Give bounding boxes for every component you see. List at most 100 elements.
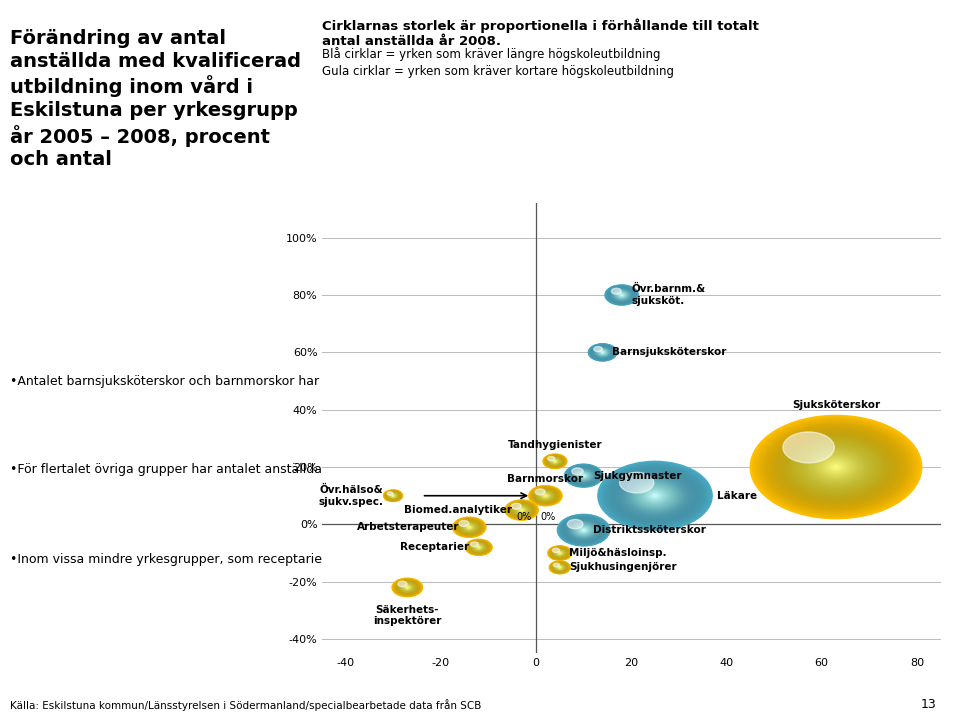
Circle shape	[591, 346, 614, 359]
Circle shape	[826, 460, 847, 473]
Circle shape	[555, 564, 565, 571]
Circle shape	[469, 542, 488, 552]
Circle shape	[538, 492, 553, 500]
Text: Arbetsterapeuter: Arbetsterapeuter	[357, 522, 460, 532]
Circle shape	[831, 465, 840, 470]
Circle shape	[765, 425, 907, 510]
Circle shape	[575, 470, 592, 481]
Circle shape	[397, 582, 418, 594]
Circle shape	[458, 521, 481, 534]
Circle shape	[602, 464, 708, 528]
Circle shape	[577, 472, 589, 479]
Circle shape	[466, 525, 473, 529]
Circle shape	[615, 292, 628, 298]
Circle shape	[540, 493, 550, 499]
Circle shape	[459, 521, 480, 534]
Circle shape	[549, 458, 561, 465]
Circle shape	[398, 582, 417, 593]
Circle shape	[459, 521, 479, 534]
Circle shape	[625, 478, 685, 514]
Circle shape	[391, 494, 396, 497]
Circle shape	[565, 519, 602, 541]
Circle shape	[518, 508, 525, 512]
Circle shape	[755, 418, 918, 516]
Circle shape	[508, 502, 536, 518]
Circle shape	[810, 452, 862, 483]
Circle shape	[581, 529, 587, 531]
Circle shape	[462, 523, 476, 531]
Circle shape	[549, 547, 570, 560]
Circle shape	[557, 552, 563, 555]
Circle shape	[607, 286, 637, 304]
Circle shape	[613, 470, 696, 521]
Circle shape	[590, 345, 615, 360]
Circle shape	[543, 494, 547, 497]
Circle shape	[817, 455, 855, 478]
Circle shape	[387, 492, 399, 499]
Circle shape	[576, 526, 590, 534]
Circle shape	[572, 468, 583, 475]
Circle shape	[471, 543, 486, 552]
Circle shape	[468, 541, 489, 553]
Circle shape	[385, 491, 400, 500]
Circle shape	[567, 465, 600, 486]
Circle shape	[574, 470, 593, 481]
Circle shape	[558, 552, 562, 554]
Circle shape	[452, 517, 486, 537]
Circle shape	[552, 563, 568, 572]
Circle shape	[393, 579, 421, 596]
Circle shape	[539, 492, 553, 500]
Circle shape	[610, 468, 701, 523]
Circle shape	[593, 347, 612, 358]
Circle shape	[470, 542, 478, 547]
Circle shape	[511, 504, 533, 517]
Circle shape	[397, 582, 417, 593]
Circle shape	[562, 517, 606, 544]
Circle shape	[594, 348, 611, 357]
Text: Barnsjuksköterskor: Barnsjuksköterskor	[612, 347, 727, 357]
Circle shape	[556, 565, 564, 570]
Circle shape	[583, 475, 585, 476]
Circle shape	[454, 518, 484, 537]
Circle shape	[600, 351, 606, 354]
Circle shape	[394, 579, 420, 595]
Circle shape	[608, 468, 702, 524]
Circle shape	[567, 466, 600, 486]
Circle shape	[558, 566, 563, 568]
Circle shape	[517, 507, 526, 513]
Circle shape	[789, 439, 883, 495]
Circle shape	[646, 491, 663, 501]
Circle shape	[576, 471, 590, 480]
Circle shape	[608, 287, 636, 303]
Circle shape	[645, 490, 665, 502]
Circle shape	[566, 465, 601, 486]
Circle shape	[509, 502, 534, 518]
Text: Övr.barnm.&
sjuksköt.: Övr.barnm.& sjuksköt.	[632, 284, 706, 306]
Circle shape	[397, 582, 407, 587]
Circle shape	[654, 495, 657, 497]
Circle shape	[636, 484, 674, 507]
Circle shape	[468, 542, 489, 553]
Circle shape	[453, 518, 486, 537]
Circle shape	[580, 473, 588, 478]
Circle shape	[619, 474, 691, 517]
Circle shape	[401, 584, 414, 591]
Circle shape	[566, 465, 601, 486]
Circle shape	[559, 567, 561, 568]
Circle shape	[596, 348, 609, 356]
Circle shape	[536, 490, 556, 502]
Circle shape	[574, 524, 593, 536]
Circle shape	[589, 345, 615, 360]
Circle shape	[403, 585, 412, 590]
Circle shape	[577, 472, 590, 480]
Circle shape	[517, 507, 526, 513]
Circle shape	[541, 494, 549, 498]
Circle shape	[474, 544, 484, 550]
Circle shape	[552, 563, 567, 572]
Circle shape	[389, 493, 397, 499]
Circle shape	[468, 527, 470, 528]
Circle shape	[478, 547, 480, 548]
Circle shape	[520, 510, 523, 511]
Circle shape	[547, 457, 563, 466]
Text: Blå cirklar = yrken som kräver längre högskoleutbildning
Gula cirklar = yrken so: Blå cirklar = yrken som kräver längre hö…	[322, 47, 674, 78]
